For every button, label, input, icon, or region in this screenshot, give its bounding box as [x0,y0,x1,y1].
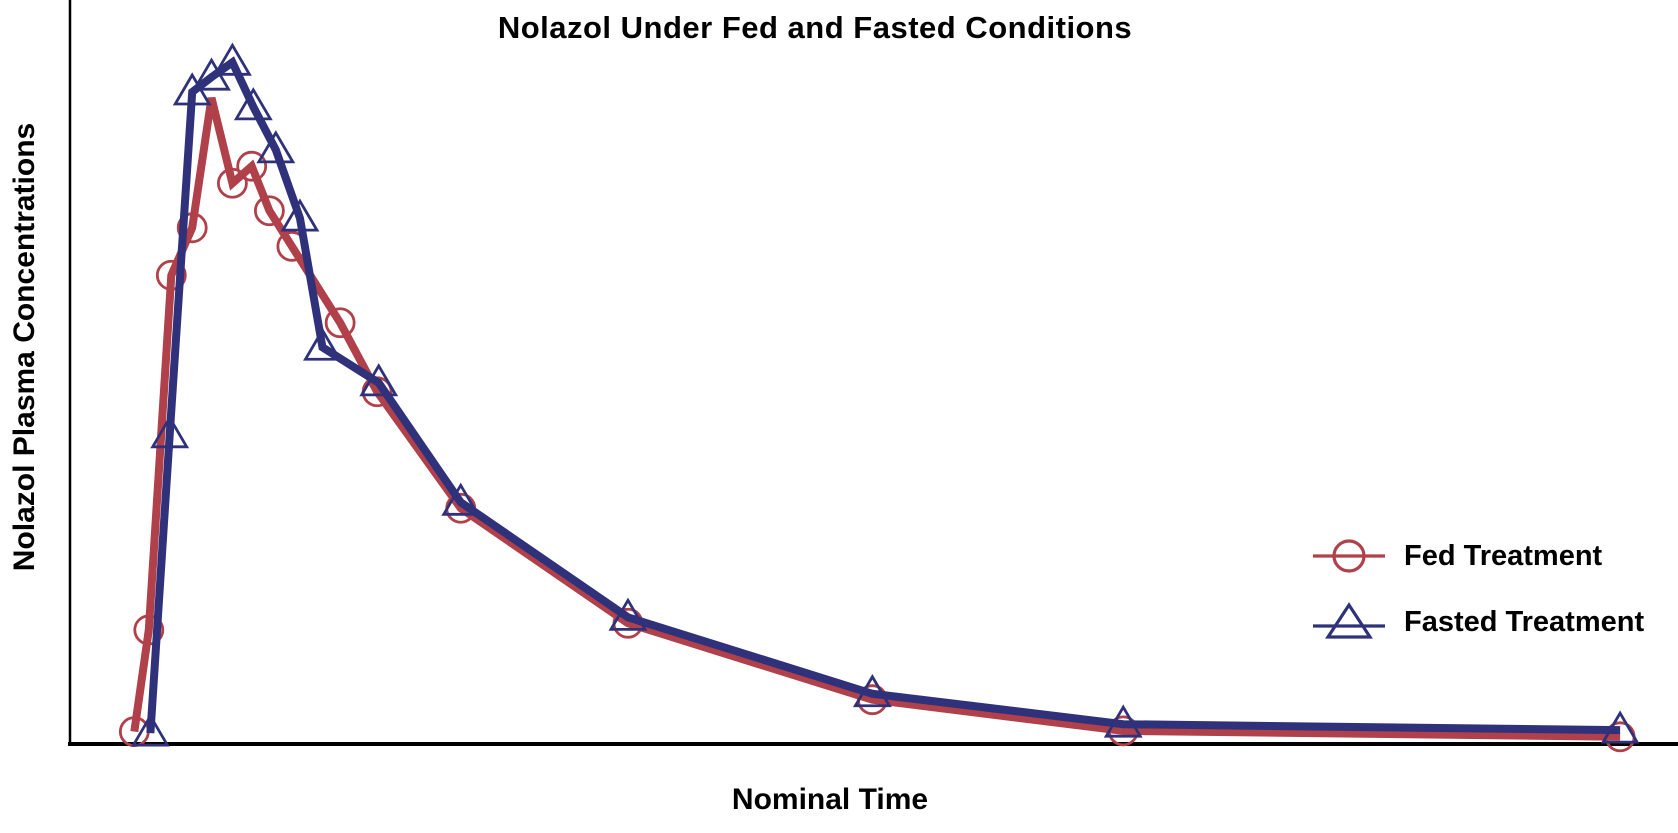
fed-circle-marker-icon [1313,539,1385,573]
fed-treatment-marker [155,259,187,291]
series-layer [118,42,1640,753]
legend-label-fed: Fed Treatment [1404,539,1603,572]
legend-label-fasted: Fasted Treatment [1404,605,1645,638]
x-axis-label: Nominal Time [731,783,929,816]
fasted-treatment-marker [150,415,190,449]
fasted-treatment-marker [852,674,892,708]
fasted-treatment-marker [441,482,481,516]
fasted-treatment-marker [608,597,648,631]
fed-treatment-marker [253,195,285,227]
fasted-treatment-marker [233,87,273,121]
legend-item-fed: Fed Treatment [1312,534,1644,578]
fasted-treatment-marker [303,327,342,361]
fed-treatment-marker [324,307,356,339]
fasted-treatment-marker [359,363,399,397]
fasted-treatment-marker [1103,704,1143,738]
fasted-treatment-marker [256,130,296,164]
fed-treatment-marker [133,614,165,646]
fasted-treatment-marker [212,42,252,76]
chart-title: Nolazol Under Fed and Fasted Conditions [497,10,1133,45]
fed-treatment-marker [236,150,268,182]
fasted-treatment-marker [130,713,170,747]
fed-treatment-marker [217,167,248,199]
y-axis-label: Nolazol Plasma Concentrations [8,122,41,572]
legend: Fed Treatment Fasted Treatment [1312,534,1644,666]
fasted-treatment-marker [280,198,320,232]
fasted-treatment-marker [1600,710,1640,744]
fasted-triangle-marker-icon [1313,602,1385,639]
legend-item-fasted: Fasted Treatment [1312,600,1644,644]
fed-treatment-marker [176,212,208,244]
